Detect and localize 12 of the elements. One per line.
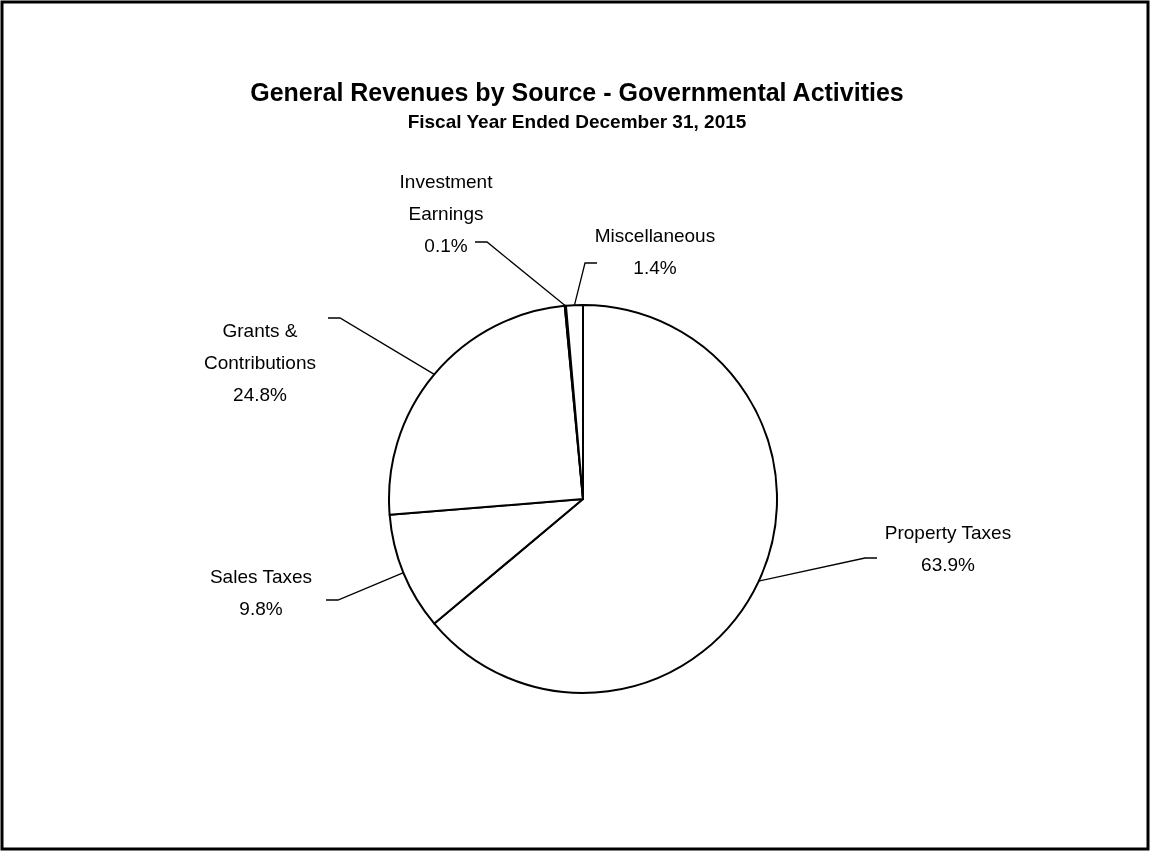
data-label: 63.9% [921, 554, 976, 575]
slice-label: Property Taxes [884, 522, 1012, 543]
chart-title: General Revenues by Source - Governmental Activities [250, 78, 904, 106]
slice-label: Investment Earnings [399, 171, 494, 224]
data-label: 9.8% [239, 598, 283, 619]
chart-subtitle: Fiscal Year Ended December 31, 2015 [407, 111, 747, 132]
slice-label: Sales Taxes [209, 566, 313, 587]
data-label: 0.1% [424, 235, 468, 256]
data-label: 24.8% [233, 384, 288, 405]
slice-label: Miscellaneous [594, 225, 716, 246]
slice-label: Grants & Contributions [204, 320, 316, 373]
data-label: 1.4% [633, 257, 677, 278]
